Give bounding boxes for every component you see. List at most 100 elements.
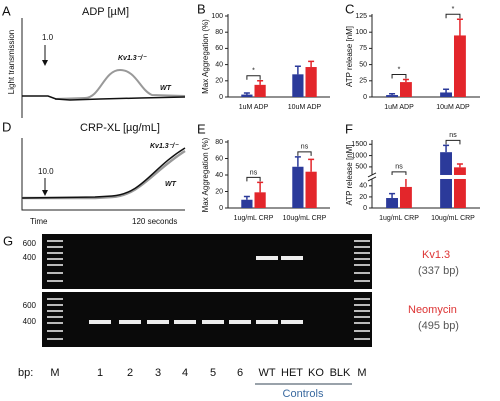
lane-title: bp: bbox=[18, 367, 33, 379]
y-tick-label: 20 bbox=[359, 194, 367, 201]
y-axis-label: Light transmission bbox=[7, 30, 16, 94]
lane-label: 4 bbox=[182, 367, 188, 379]
panel-letter: F bbox=[345, 121, 353, 136]
ladder-band bbox=[47, 240, 63, 242]
trace-title: CRP-XL [µg/mL] bbox=[80, 122, 160, 134]
significance-label: ns bbox=[395, 164, 403, 171]
significance-label: * bbox=[252, 68, 255, 75]
gel-top bbox=[42, 234, 372, 289]
ladder-band bbox=[47, 310, 63, 312]
ladder-band bbox=[354, 258, 370, 260]
lane-label: 5 bbox=[210, 367, 216, 379]
ladder-band bbox=[354, 240, 370, 242]
error-bar bbox=[308, 60, 315, 68]
x-tick-label: 1ug/mL CRP bbox=[234, 215, 274, 222]
significance-bracket bbox=[445, 13, 461, 19]
arrow-head bbox=[42, 190, 48, 196]
lane-label: BLK bbox=[330, 367, 351, 379]
ladder-band bbox=[354, 246, 370, 248]
axis-line bbox=[21, 138, 185, 211]
bar bbox=[440, 92, 452, 97]
ladder-band bbox=[47, 304, 63, 306]
bar bbox=[440, 152, 452, 208]
band bbox=[256, 256, 278, 260]
bar bbox=[400, 82, 412, 97]
y-tick-label: 100 bbox=[355, 29, 367, 36]
error-bar bbox=[402, 78, 409, 83]
significance-label: * bbox=[452, 6, 455, 13]
error-bar bbox=[456, 18, 463, 36]
y-axis-label: Max Aggregation (%) bbox=[201, 19, 210, 94]
ladder-band bbox=[354, 322, 370, 324]
bar bbox=[254, 192, 266, 208]
marker-label: 600 bbox=[23, 301, 37, 310]
band bbox=[256, 320, 278, 324]
lane-label: 3 bbox=[155, 367, 161, 379]
significance-label: ns bbox=[250, 169, 258, 176]
y-tick-label: 60 bbox=[215, 45, 223, 52]
ladder-band bbox=[354, 298, 370, 300]
y-tick-label: 25 bbox=[359, 78, 367, 85]
y-tick-label: 0 bbox=[363, 205, 367, 212]
significance-bracket bbox=[391, 171, 407, 176]
marker-label: 400 bbox=[23, 253, 37, 262]
significance-bracket bbox=[391, 74, 407, 79]
bar bbox=[454, 167, 466, 208]
significance-bracket bbox=[246, 176, 261, 182]
lane-label: 1 bbox=[97, 367, 103, 379]
significance-bracket bbox=[246, 75, 261, 80]
bar bbox=[305, 67, 317, 97]
ladder-band bbox=[354, 304, 370, 306]
ladder-band bbox=[354, 338, 370, 340]
panel-letter: A bbox=[2, 3, 11, 18]
x-tick-label: 10ug/mL CRP bbox=[283, 215, 327, 222]
lane-label: KO bbox=[308, 367, 324, 379]
bar bbox=[254, 84, 266, 97]
ladder-band bbox=[47, 272, 63, 274]
size-label: (337 bp) bbox=[418, 265, 459, 277]
panel-letter: D bbox=[2, 119, 11, 134]
y-tick-label: 75 bbox=[359, 45, 367, 52]
error-bar bbox=[243, 195, 250, 200]
error-bar bbox=[443, 144, 450, 153]
ladder-band bbox=[354, 272, 370, 274]
ladder-band bbox=[354, 252, 370, 254]
band bbox=[147, 320, 169, 324]
dose-label: 10.0 bbox=[38, 167, 54, 176]
y-axis-label: ATP release [nM] bbox=[345, 144, 354, 205]
ladder-band bbox=[47, 246, 63, 248]
y-tick-label: 40 bbox=[359, 183, 367, 190]
gene-label: Neomycin bbox=[408, 304, 457, 316]
ladder-band bbox=[47, 338, 63, 340]
y-axis-label: Max Aggregation (%) bbox=[201, 137, 210, 212]
y-tick-label: 0 bbox=[219, 205, 223, 212]
y-tick-label: 40 bbox=[215, 61, 223, 68]
y-tick-label: 60 bbox=[215, 155, 223, 162]
y-tick-label: 80 bbox=[215, 29, 223, 36]
panel-letter: G bbox=[3, 233, 13, 248]
y-tick-label: 125 bbox=[355, 13, 367, 20]
band bbox=[229, 320, 251, 324]
error-bar bbox=[257, 181, 264, 193]
wt-trace bbox=[21, 147, 186, 199]
ladder-band bbox=[47, 322, 63, 324]
ladder-band bbox=[47, 298, 63, 300]
dose-label: 1.0 bbox=[42, 33, 54, 42]
ladder-band bbox=[354, 280, 370, 282]
ladder-band bbox=[47, 252, 63, 254]
error-bar bbox=[389, 93, 396, 96]
size-label: (495 bp) bbox=[418, 320, 459, 332]
bar bbox=[241, 199, 253, 208]
ko-label: Kv1.3⁻/⁻ bbox=[150, 143, 179, 150]
group-label: Controls bbox=[283, 388, 324, 400]
band bbox=[119, 320, 141, 324]
x-tick-label: 1ug/mL CRP bbox=[379, 215, 419, 222]
ladder-band bbox=[47, 330, 63, 332]
ladder-band bbox=[354, 330, 370, 332]
ladder-band bbox=[354, 264, 370, 266]
significance-label: ns bbox=[449, 132, 457, 139]
x-start-label: Time bbox=[30, 217, 48, 226]
y-tick-label: 500 bbox=[355, 164, 367, 171]
y-tick-label: 40 bbox=[215, 172, 223, 179]
